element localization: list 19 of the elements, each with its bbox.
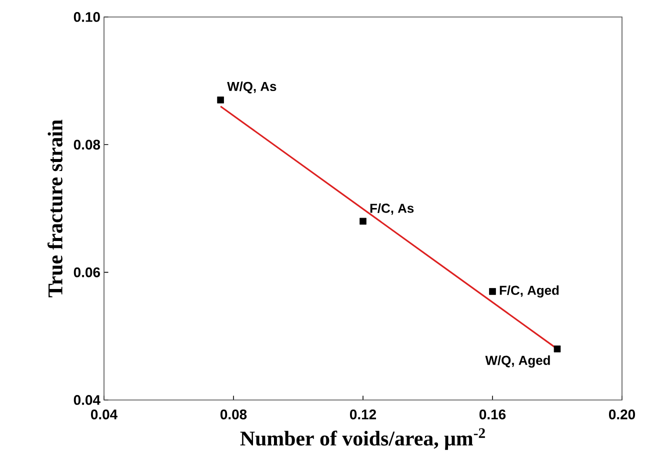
x-tick-label: 0.20 (608, 409, 636, 420)
point (489, 288, 496, 295)
y-tick-label: 0.08 (74, 140, 100, 150)
annotation: F/C, Aged (500, 285, 559, 298)
y-axis-title: True fracture strain (48, 120, 62, 298)
x-tick-label: 0.04 (90, 409, 118, 420)
x-tick-label: 0.16 (479, 409, 506, 420)
point (554, 346, 561, 352)
x-axis-title: Number of voids/area, μm$^{-2}$ (240, 428, 485, 450)
y-tick-label: 0.06 (74, 267, 100, 278)
annotation: F/C, As (370, 203, 414, 215)
x-tick-label: 0.08 (220, 409, 247, 420)
y-tick-label: 0.10 (74, 12, 100, 22)
annotation: W/Q, Aged (485, 355, 550, 368)
x-tick-label: 0.12 (350, 409, 376, 420)
y-tick-label: 0.04 (74, 395, 100, 405)
point (217, 96, 224, 104)
annotation: W/Q, As (227, 82, 276, 94)
point (360, 218, 366, 225)
